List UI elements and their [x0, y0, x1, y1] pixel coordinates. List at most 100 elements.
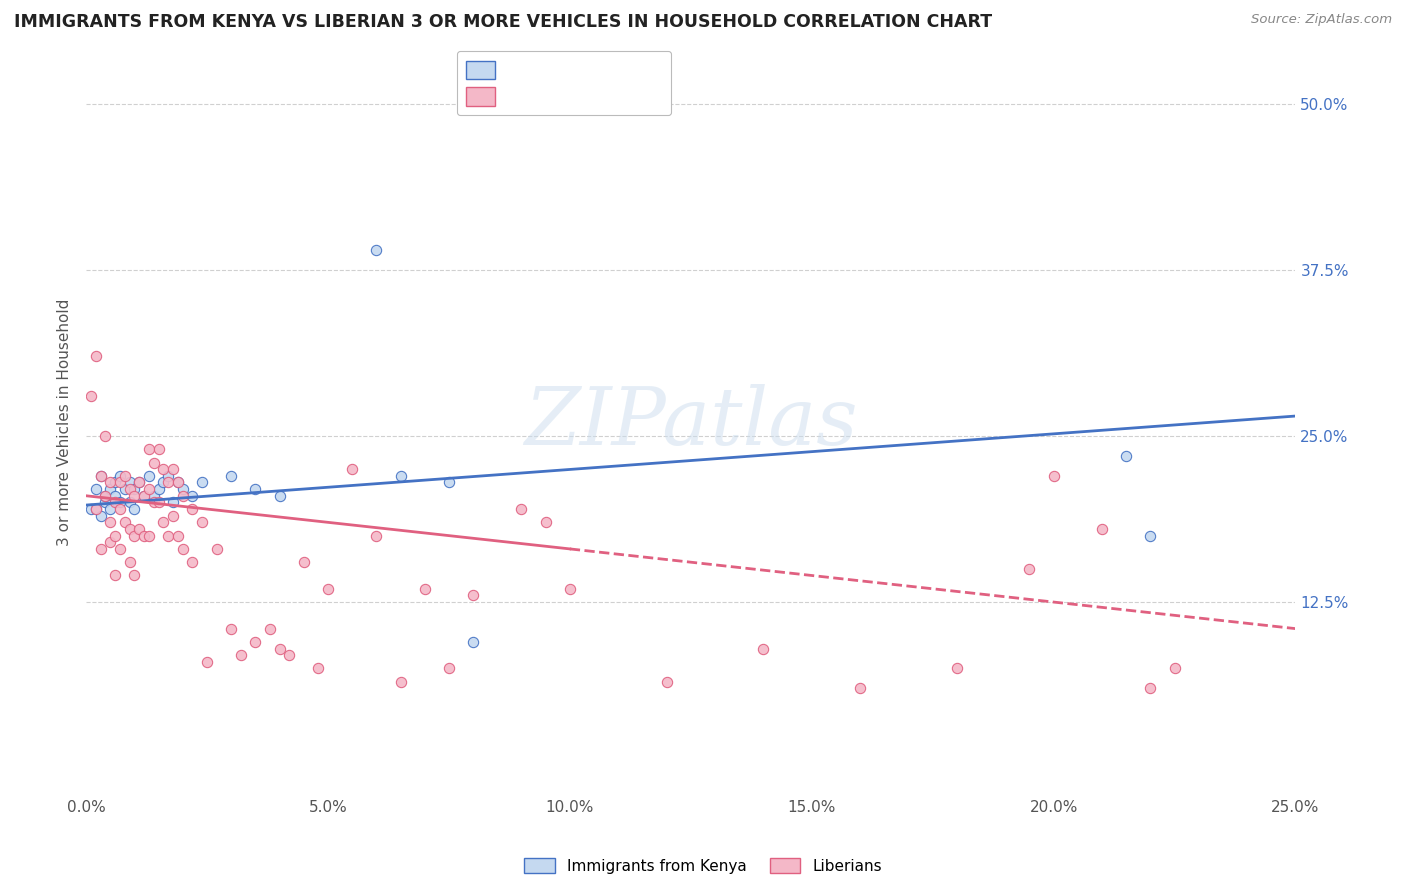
Point	[191, 516, 214, 530]
Point	[245, 482, 267, 496]
Point	[124, 502, 146, 516]
Point	[98, 516, 121, 530]
Point	[437, 661, 460, 675]
Point	[94, 489, 117, 503]
Point	[172, 482, 194, 496]
Point	[148, 442, 170, 457]
Legend: Immigrants from Kenya, Liberians: Immigrants from Kenya, Liberians	[517, 852, 889, 880]
Point	[118, 495, 141, 509]
Point	[98, 475, 121, 490]
Text: IMMIGRANTS FROM KENYA VS LIBERIAN 3 OR MORE VEHICLES IN HOUSEHOLD CORRELATION CH: IMMIGRANTS FROM KENYA VS LIBERIAN 3 OR M…	[14, 13, 993, 31]
Point	[191, 475, 214, 490]
Text: R =: R =	[491, 68, 527, 86]
Point	[1115, 449, 1137, 463]
Point	[437, 475, 460, 490]
Point	[142, 489, 165, 503]
Point	[1163, 661, 1185, 675]
Point	[752, 641, 775, 656]
Point	[104, 528, 127, 542]
Point	[1042, 468, 1064, 483]
Point	[134, 489, 156, 503]
Point	[142, 456, 165, 470]
Point	[181, 489, 204, 503]
Point	[104, 495, 127, 509]
Point	[84, 502, 107, 516]
Point	[461, 635, 484, 649]
Point	[849, 681, 872, 696]
Point	[148, 495, 170, 509]
Point	[90, 468, 112, 483]
Point	[118, 555, 141, 569]
Point	[80, 389, 103, 403]
Point	[157, 468, 180, 483]
Point	[118, 522, 141, 536]
Point	[1018, 562, 1040, 576]
Point	[84, 482, 107, 496]
Point	[124, 568, 146, 582]
Point	[259, 622, 281, 636]
Point	[94, 489, 117, 503]
Point	[655, 674, 678, 689]
Point	[84, 502, 107, 516]
Point	[142, 495, 165, 509]
Text: ZIPatlas: ZIPatlas	[524, 384, 858, 461]
Point	[1091, 522, 1114, 536]
Text: 39: 39	[633, 68, 657, 86]
Point	[1139, 528, 1161, 542]
Point	[152, 516, 174, 530]
Point	[366, 243, 388, 257]
Point	[219, 622, 242, 636]
Point	[162, 462, 184, 476]
Point	[269, 641, 291, 656]
Point	[108, 541, 131, 556]
Point	[413, 582, 436, 596]
Point	[292, 555, 315, 569]
Point	[461, 588, 484, 602]
Point	[114, 482, 136, 496]
Text: 0.259: 0.259	[533, 68, 586, 86]
Point	[98, 535, 121, 549]
Point	[90, 508, 112, 523]
Point	[366, 528, 388, 542]
Point	[118, 475, 141, 490]
Point	[134, 489, 156, 503]
Point	[946, 661, 969, 675]
Point	[80, 502, 103, 516]
Point	[558, 582, 581, 596]
Point	[124, 482, 146, 496]
Point	[340, 462, 363, 476]
Point	[167, 475, 190, 490]
Point	[167, 528, 190, 542]
Point	[205, 541, 228, 556]
Point	[229, 648, 252, 663]
Point	[114, 516, 136, 530]
Point	[167, 475, 190, 490]
Point	[128, 475, 150, 490]
Point	[128, 522, 150, 536]
Point	[278, 648, 301, 663]
Point	[152, 462, 174, 476]
Point	[181, 502, 204, 516]
Point	[534, 516, 557, 530]
Point	[108, 475, 131, 490]
Point	[138, 528, 160, 542]
Point	[172, 489, 194, 503]
Point	[138, 442, 160, 457]
Point	[94, 495, 117, 509]
Text: N =: N =	[593, 68, 631, 86]
Point	[157, 528, 180, 542]
Point	[98, 502, 121, 516]
Point	[108, 495, 131, 509]
Point	[138, 468, 160, 483]
Point	[90, 468, 112, 483]
Point	[219, 468, 242, 483]
Point	[195, 655, 218, 669]
Point	[94, 429, 117, 443]
Point	[128, 475, 150, 490]
Point	[108, 502, 131, 516]
Point	[118, 482, 141, 496]
Point	[307, 661, 329, 675]
Point	[138, 482, 160, 496]
Point	[1139, 681, 1161, 696]
Point	[104, 568, 127, 582]
